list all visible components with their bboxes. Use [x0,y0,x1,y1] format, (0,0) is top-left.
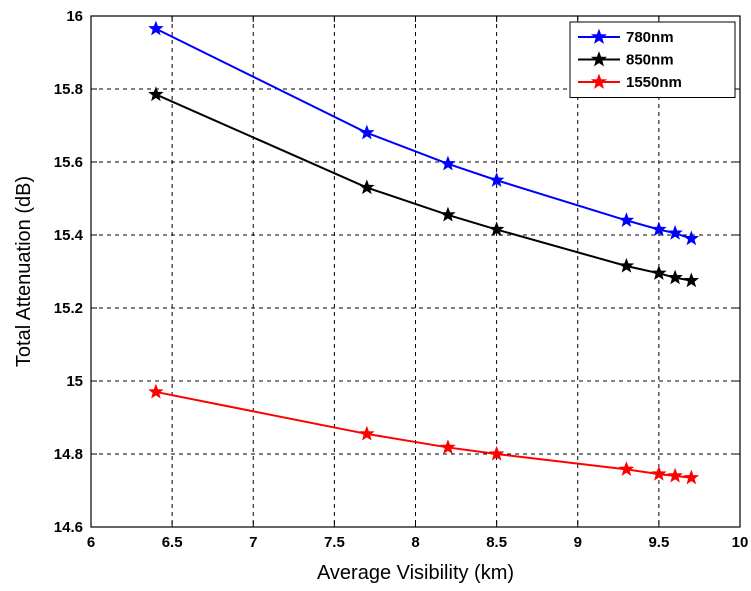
data-point-1550nm [488,445,505,461]
series-850nm [148,86,700,288]
legend-item-1550nm: 1550nm [578,73,682,91]
legend-marker [590,51,608,67]
data-point-850nm [651,265,667,280]
data-point-1550nm [667,467,683,483]
data-point-1550nm [359,425,375,441]
y-axis-label: Total Attenuation (dB) [13,176,35,367]
x-axis-label: Average Visibility (km) [317,562,514,584]
legend-item-780nm: 780nm [578,28,674,46]
legend-marker [590,28,608,44]
legend-label: 780nm [626,29,674,46]
data-point-1550nm [651,465,667,481]
data-point-850nm [440,206,456,222]
data-point-780nm [488,172,505,187]
y-tick-label: 14.8 [54,446,83,463]
y-tick-label: 15 [66,373,83,390]
series-line-850nm [155,93,692,282]
legend-label: 850nm [626,52,674,69]
data-point-850nm [488,221,505,237]
data-point-780nm [667,225,683,240]
x-tick-label: 10 [732,534,749,551]
data-point-780nm [148,20,164,36]
legend: 780nm 850nm 1550nm [569,21,736,98]
y-tick-label: 14.6 [54,519,83,536]
series-1550nm [148,383,700,485]
data-point-850nm [618,257,635,273]
y-tick-label: 15.6 [54,154,83,171]
data-point-780nm [440,155,456,171]
series-780nm [148,20,700,246]
legend-label: 1550nm [626,74,682,91]
y-tick-label: 15.8 [54,81,83,98]
data-point-850nm [148,86,164,102]
x-tick-label: 8 [411,534,419,551]
data-point-1550nm [148,383,164,399]
data-point-1550nm [618,461,635,476]
data-point-850nm [667,269,683,285]
y-tick-label: 15.4 [54,227,84,244]
series-line-1550nm [155,390,692,479]
series-layer [148,20,700,485]
x-tick-label: 9.5 [648,534,669,551]
axis-ticks: 6 6.5 7 7.5 8 8.5 9 9.5 10 14.6 14.8 15 15.2 15.4 15.6… [54,8,749,551]
legend-item-850nm: 850nm [578,51,674,69]
x-tick-label: 7 [249,534,257,551]
y-tick-label: 15.2 [54,300,83,317]
x-tick-label: 8.5 [486,534,507,551]
data-point-780nm [651,221,667,237]
data-point-850nm [683,272,700,288]
y-tick-label: 16 [66,8,83,25]
data-point-780nm [618,212,635,227]
x-tick-label: 6 [87,534,95,551]
data-point-850nm [359,179,375,195]
legend-marker [590,73,608,89]
x-tick-label: 9 [574,534,582,551]
data-point-780nm [359,124,375,140]
data-point-1550nm [440,439,456,455]
data-point-1550nm [683,469,700,485]
data-point-780nm [683,230,700,246]
x-tick-label: 7.5 [324,534,345,551]
x-tick-label: 6.5 [162,534,183,551]
